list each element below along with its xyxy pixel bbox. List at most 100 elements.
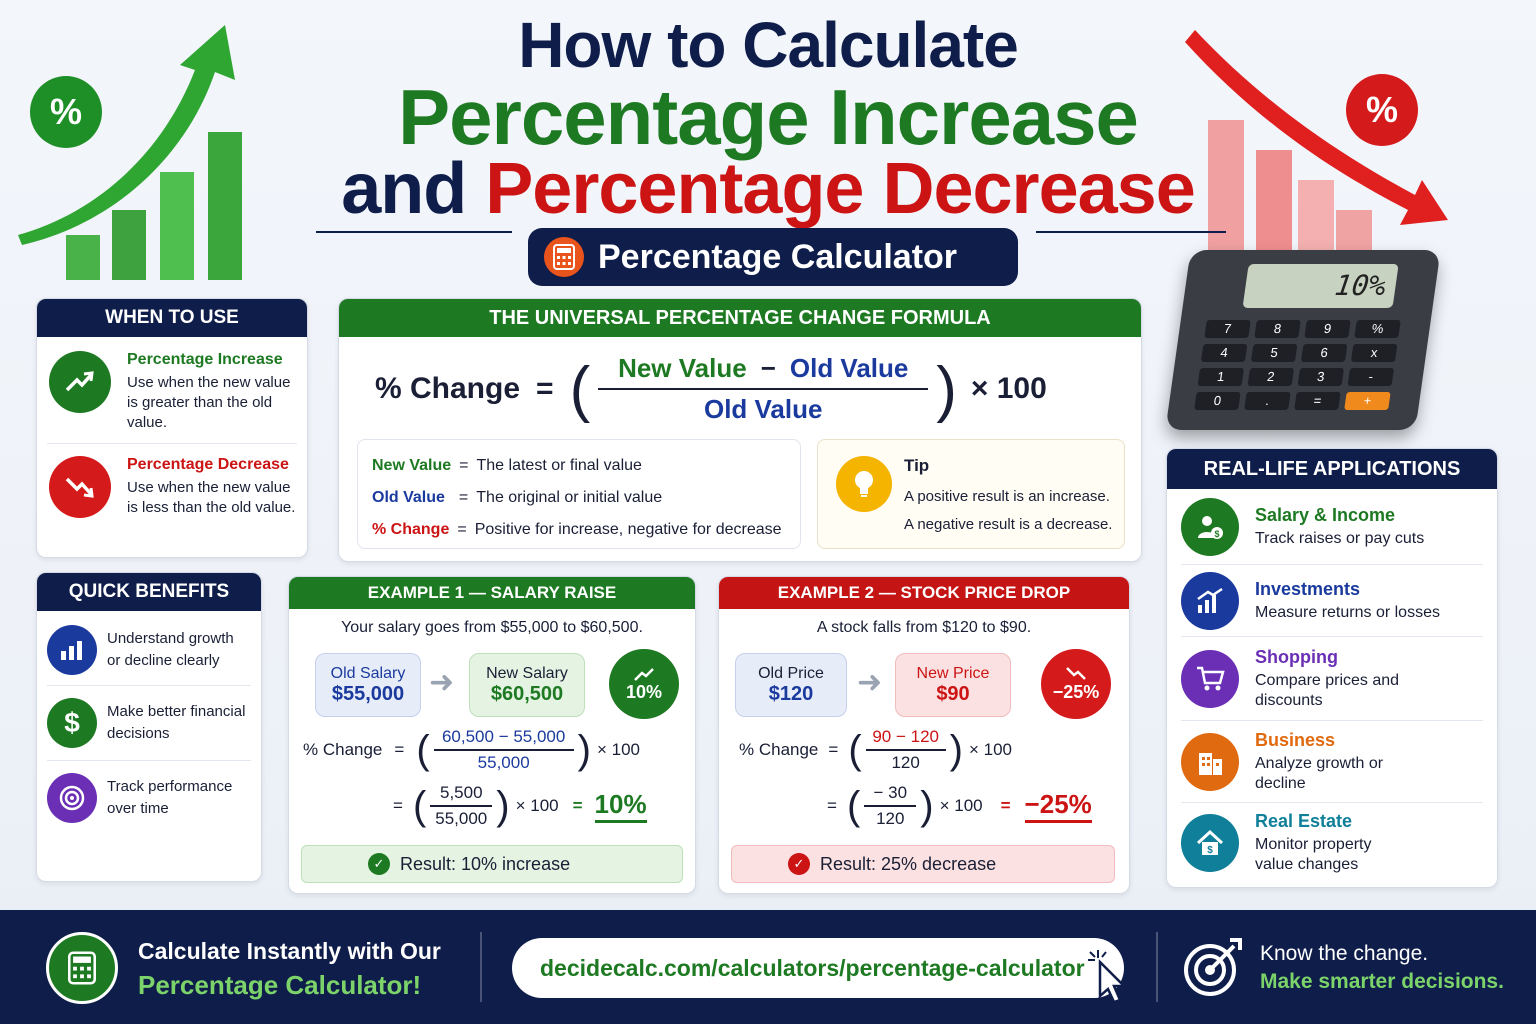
calc-key: 9 bbox=[1304, 320, 1351, 338]
calc-key: 5 bbox=[1250, 344, 1298, 362]
example-2-new-box: New Price $90 bbox=[895, 653, 1011, 717]
decline-chart-illustration bbox=[1185, 30, 1448, 250]
application-desc: Measure returns or losses bbox=[1255, 603, 1440, 621]
when-item-increase: Percentage Increase Use when the new val… bbox=[37, 337, 307, 443]
formula-eq: = bbox=[536, 372, 554, 405]
application-item: $ Salary & Income Track raises or pay cuts bbox=[1181, 489, 1483, 565]
check-icon: ✓ bbox=[788, 853, 810, 875]
check-icon: ✓ bbox=[368, 853, 390, 875]
footer-calculator-icon bbox=[46, 932, 118, 1004]
person-money-icon: $ bbox=[1181, 497, 1239, 556]
formula-new-value: New Value bbox=[618, 353, 747, 383]
when-decrease-desc: Use when the new value is less than the … bbox=[127, 479, 296, 516]
example-1-calc-line-1: % Change = ( 60,500 − 55,000 55,000 ) × … bbox=[303, 727, 640, 772]
formula-open-paren: ( bbox=[569, 354, 591, 424]
formula-old-value: Old Value bbox=[789, 353, 909, 383]
application-item: $ Real Estate Monitor property value chang… bbox=[1181, 803, 1483, 883]
benefit-text-track: Track performance over time bbox=[107, 778, 233, 817]
application-title: Shopping bbox=[1255, 646, 1338, 667]
calc-key: 3 bbox=[1297, 368, 1345, 386]
application-desc: Track raises or pay cuts bbox=[1255, 529, 1425, 547]
example-1-result: ✓ Result: 10% increase bbox=[301, 845, 683, 883]
growth-chart-icon bbox=[1181, 571, 1239, 630]
application-item: Investments Measure returns or losses bbox=[1181, 565, 1483, 637]
formula-close-paren: ) bbox=[936, 354, 957, 424]
applications-list: $ Salary & Income Track raises or pay cuts… bbox=[1167, 489, 1497, 883]
application-item: Shopping Compare prices and discounts bbox=[1181, 637, 1483, 721]
title-line-3: and Percentage Decrease bbox=[0, 148, 1536, 230]
growth-chart-illustration bbox=[18, 25, 242, 280]
example-1-new-label: New Salary bbox=[486, 664, 568, 682]
application-item: Business Analyze growth or decline bbox=[1181, 721, 1483, 803]
dollar-icon: $ bbox=[47, 698, 97, 748]
example-2-new-value: $90 bbox=[936, 682, 970, 705]
footer: Calculate Instantly with Our Percentage … bbox=[0, 910, 1536, 1024]
trend-down-icon bbox=[49, 456, 111, 518]
example-1-intro: Your salary goes from $55,000 to $60,500… bbox=[341, 619, 643, 636]
example-2-intro: A stock falls from $120 to $90. bbox=[816, 619, 1032, 636]
legend-term-new: New Value bbox=[372, 457, 452, 474]
calc-key: 8 bbox=[1254, 320, 1301, 338]
footer-divider-1 bbox=[480, 932, 482, 1002]
calc-key: 0 bbox=[1194, 392, 1241, 410]
application-desc: Monitor property value changes bbox=[1255, 836, 1372, 873]
example-2-den2: 120 bbox=[876, 809, 905, 828]
example-2-card: EXAMPLE 2 — STOCK PRICE DROP A stock fal… bbox=[718, 576, 1130, 894]
footer-target-icon bbox=[1180, 936, 1244, 1005]
footer-url-link[interactable]: decidecalc.com/calculators/percentage-ca… bbox=[512, 938, 1124, 998]
when-item-decrease: Percentage Decrease Use when the new val… bbox=[37, 444, 307, 528]
formula-legend: New Value = The latest or final value Ol… bbox=[357, 439, 801, 549]
title-line-2: Percentage Increase bbox=[398, 73, 1139, 161]
example-1-num1: 60,500 − 55,000 bbox=[441, 727, 566, 746]
example-1-badge: 10% bbox=[609, 649, 679, 719]
example-2-result: ✓ Result: 25% decrease bbox=[731, 845, 1115, 883]
example-1-new-value: $60,500 bbox=[490, 682, 564, 705]
title-line-1: How to Calculate bbox=[518, 9, 1019, 81]
lightbulb-icon bbox=[836, 456, 892, 512]
example-1-old-value: $55,000 bbox=[331, 682, 405, 705]
example-1-old-box: Old Salary $55,000 bbox=[315, 653, 421, 717]
example-1-num2: 5,500 bbox=[439, 783, 483, 802]
cart-icon bbox=[1181, 649, 1239, 708]
tip-box: Tip A positive result is an increase. A … bbox=[817, 439, 1125, 549]
svg-text:$: $ bbox=[1207, 845, 1213, 856]
calc-key: 4 bbox=[1200, 344, 1248, 362]
calc-key: 7 bbox=[1204, 320, 1251, 338]
legend-row-new: New Value = The latest or final value bbox=[372, 457, 642, 474]
calculator-icon bbox=[544, 237, 584, 277]
when-increase-title: Percentage Increase bbox=[127, 351, 283, 368]
example-1-answer: 10% bbox=[594, 789, 647, 823]
calculator-display: 10% bbox=[1242, 264, 1399, 308]
application-title: Salary & Income bbox=[1255, 504, 1396, 525]
formula-equation: % Change = ( New Value − Old Value Old V… bbox=[375, 349, 1047, 429]
cursor-click-icon bbox=[1084, 946, 1134, 1011]
example-2-calc-line-2: = ( − 30 120 ) × 100 = −25% bbox=[827, 783, 1092, 828]
bar-chart-icon bbox=[47, 625, 97, 675]
formula-card: THE UNIVERSAL PERCENTAGE CHANGE FORMULA … bbox=[338, 298, 1142, 562]
formula-fraction: New Value − Old Value Old Value bbox=[598, 353, 929, 425]
calculator-keypad: 7 8 9% 4 5 6 x 1 2 3- 0. = + bbox=[1194, 320, 1407, 410]
legend-desc-new: The latest or final value bbox=[476, 457, 642, 474]
when-to-use-card: WHEN TO USE Percentage Increase Use when… bbox=[36, 298, 308, 558]
benefit-item-growth: Understand growth or decline clearly bbox=[37, 611, 261, 685]
legend-desc-change: Positive for increase, negative for decr… bbox=[474, 521, 782, 538]
example-1-arrow: ➜ bbox=[429, 666, 455, 699]
example-2-num2: − 30 bbox=[873, 783, 908, 802]
title-and: and bbox=[341, 149, 467, 229]
legend-term-change: % Change bbox=[372, 521, 450, 538]
calc-key: = bbox=[1294, 392, 1341, 410]
calc-key: . bbox=[1244, 392, 1291, 410]
legend-row-change: % Change = Positive for increase, negati… bbox=[372, 521, 782, 538]
trend-up-icon bbox=[49, 351, 111, 413]
divider-right bbox=[1036, 231, 1226, 233]
footer-cta-line-2: Percentage Calculator! bbox=[138, 970, 422, 1000]
formula-times: × 100 bbox=[970, 372, 1047, 405]
example-2-old-box: Old Price $120 bbox=[735, 653, 847, 717]
benefit-text-financial: Make better financial decisions bbox=[107, 703, 246, 742]
target-icon bbox=[47, 773, 97, 823]
calc-key: % bbox=[1354, 320, 1401, 338]
tip-title: Tip bbox=[904, 456, 930, 475]
pill-label: Percentage Calculator bbox=[598, 237, 958, 276]
calc-key: x bbox=[1350, 344, 1398, 362]
footer-tagline-2: Make smarter decisions. bbox=[1260, 970, 1504, 993]
